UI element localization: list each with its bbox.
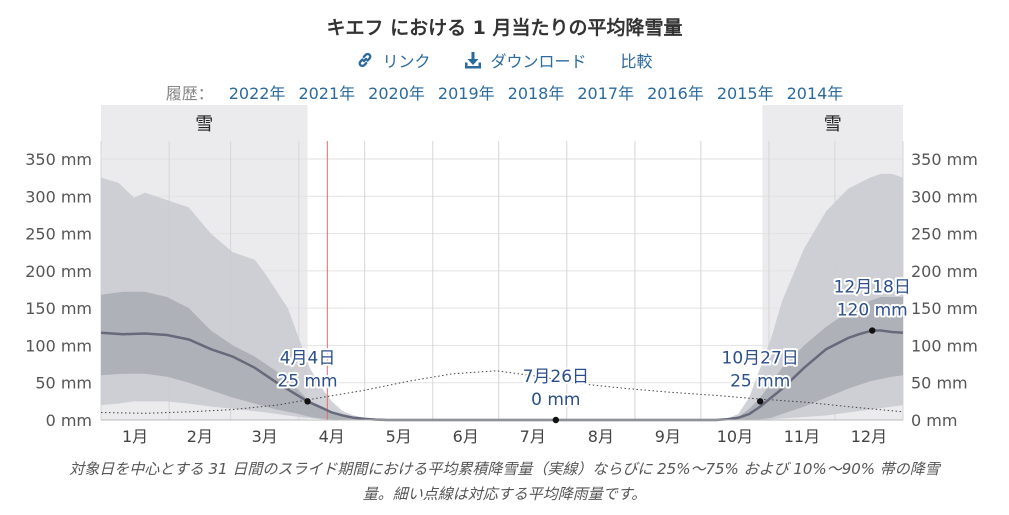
download-button[interactable]: ダウンロード (464, 48, 587, 72)
month-label: 7月 (520, 427, 546, 446)
y-tick-label-left: 200 mm (25, 262, 92, 281)
annotation-value: 120 mm (837, 301, 908, 321)
chart-title: キエフ における 1 月当たりの平均降雪量 (326, 17, 683, 39)
history-year-2014[interactable]: 2014年 (786, 84, 844, 103)
y-tick-label-right: 100 mm (911, 336, 978, 355)
snowfall-chart: 雪 雪 0 mm 0 mm 50 mm 50 mm 100 mm 100 mm 150 mm 15… (25, 105, 978, 446)
y-tick-label-right: 300 mm (911, 187, 978, 206)
history-year-2017[interactable]: 2017年 (577, 84, 635, 103)
annotation-point (756, 398, 764, 405)
y-tick-label-right: 150 mm (911, 299, 978, 318)
month-label: 5月 (386, 427, 412, 446)
month-label: 3月 (252, 427, 278, 446)
history-year-2021[interactable]: 2021年 (298, 84, 356, 103)
history-year-2015[interactable]: 2015年 (716, 84, 774, 103)
compare-label: 比較 (620, 52, 653, 71)
month-label: 6月 (453, 427, 479, 446)
y-tick-label-left: 50 mm (35, 374, 92, 393)
download-icon (465, 52, 482, 69)
month-label: 12月 (851, 427, 887, 446)
y-tick-label-left: 0 mm (46, 411, 92, 430)
annotation-value: 25 mm (277, 371, 337, 391)
download-label: ダウンロード (490, 52, 587, 71)
y-tick-label-left: 250 mm (25, 225, 92, 244)
month-label: 2月 (187, 427, 213, 446)
annotation-date: 4月4日 (280, 348, 336, 368)
history-year-2016[interactable]: 2016年 (647, 84, 704, 103)
snow-season-label: 雪 (195, 114, 213, 135)
band-25-75-area (101, 291, 903, 420)
history-label: 履歴： (165, 84, 214, 103)
y-tick-label-right: 50 mm (911, 374, 968, 393)
history-year-2022[interactable]: 2022年 (228, 84, 286, 103)
history-year-2019[interactable]: 2019年 (437, 84, 495, 103)
y-tick-label-left: 100 mm (25, 336, 92, 355)
history-bar: 履歴： 2022年 2021年 2020年 2019年 2018年 2017年 … (0, 80, 1009, 104)
month-label: 11月 (784, 427, 820, 446)
history-year-2020[interactable]: 2020年 (368, 84, 425, 103)
y-tick-label-left: 150 mm (25, 299, 92, 318)
link-label: リンク (382, 52, 431, 71)
month-label: 4月 (319, 427, 345, 446)
history-year-2018[interactable]: 2018年 (507, 84, 565, 103)
annotation-date: 7月26日 (523, 367, 589, 387)
annotation-date: 12月18日 (834, 278, 911, 298)
y-tick-label-right: 250 mm (911, 225, 978, 244)
y-tick-label-right: 0 mm (911, 411, 957, 430)
link-button[interactable]: リンク (356, 48, 430, 72)
month-label: 10月 (717, 427, 753, 446)
link-icon (359, 52, 372, 68)
annotation-date: 10月27日 (722, 348, 799, 368)
annotation-point (304, 398, 311, 405)
month-label: 8月 (588, 427, 614, 446)
annotation-point (869, 327, 876, 334)
band-10-90-area (101, 173, 903, 420)
link-bar: リンク ダウンロード 比較 (0, 48, 1009, 72)
annotation-value: 25 mm (730, 371, 790, 391)
y-tick-label-left: 350 mm (25, 150, 92, 169)
annotation-value: 0 mm (531, 390, 580, 410)
y-tick-label-right: 200 mm (911, 262, 978, 281)
compare-button[interactable]: 比較 (621, 48, 653, 72)
annotation-point (552, 416, 560, 424)
month-label: 9月 (655, 427, 681, 446)
chart-caption: 対象日を中心とする 31 日間のスライド期間における平均累積降雪量（実線）ならび… (69, 460, 940, 503)
month-label: 1月 (122, 427, 148, 446)
snow-season-label: 雪 (824, 114, 842, 135)
y-tick-label-right: 350 mm (911, 150, 978, 169)
y-tick-label-left: 300 mm (25, 187, 92, 206)
